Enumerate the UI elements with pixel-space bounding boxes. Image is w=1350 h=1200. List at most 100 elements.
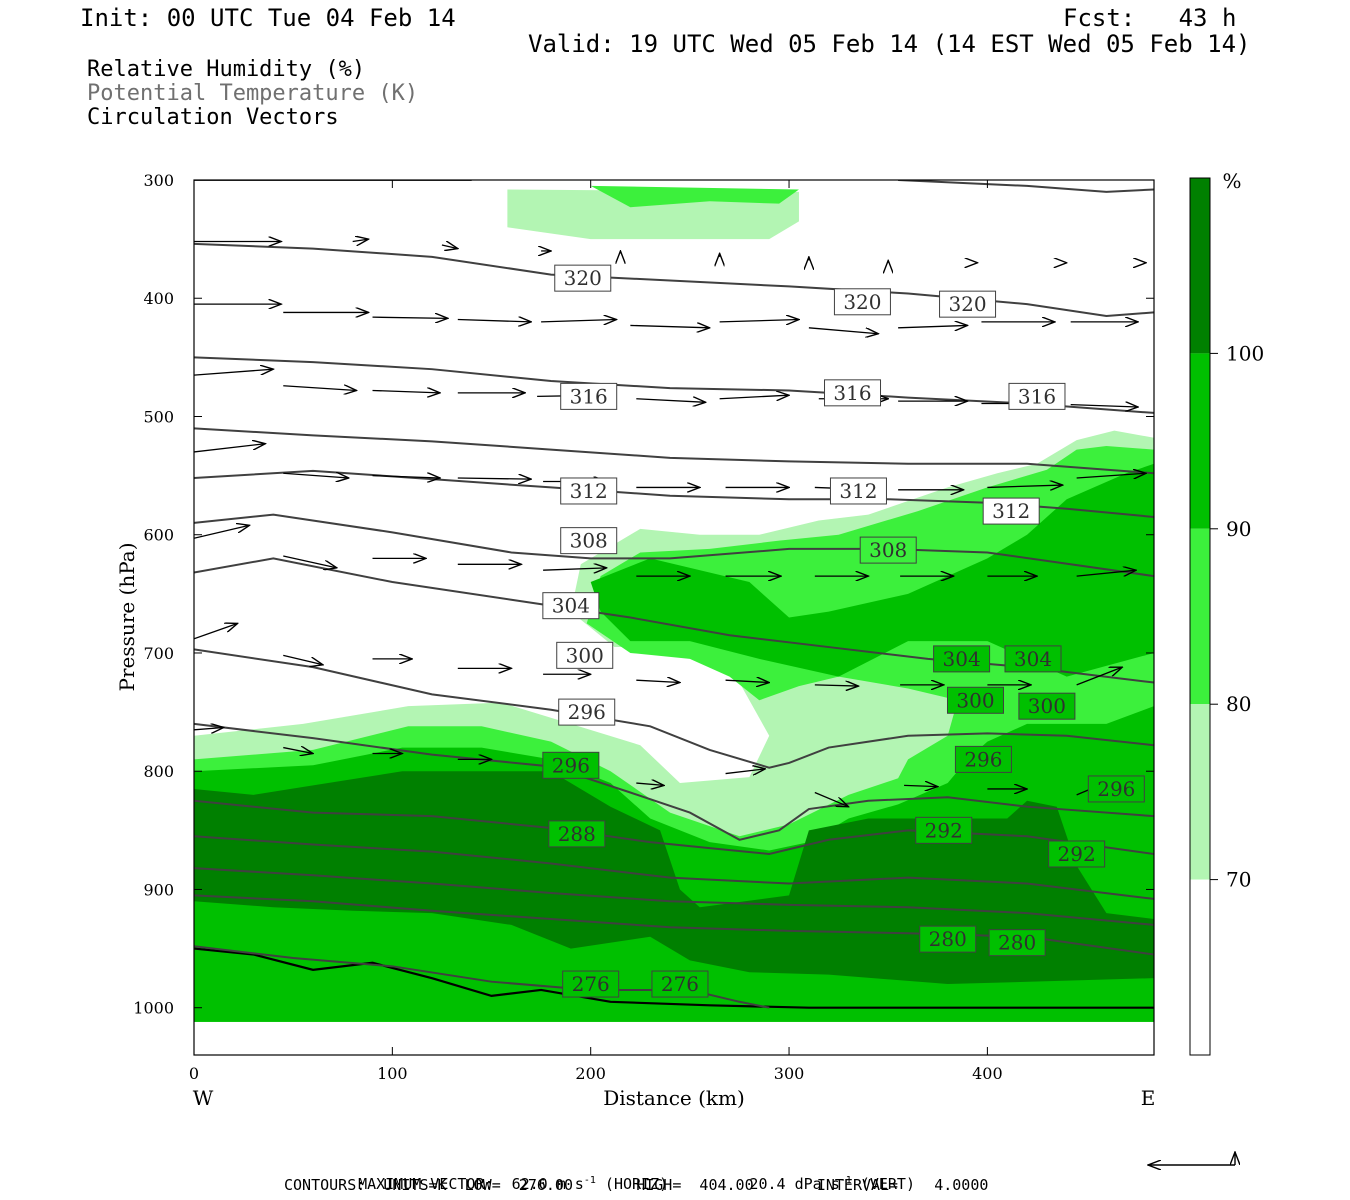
theta-label-text: 316 bbox=[833, 381, 871, 405]
theta-label-text: 304 bbox=[1014, 647, 1052, 671]
theta-label-288-0: 288 bbox=[548, 820, 606, 848]
theta-label-text: 280 bbox=[998, 931, 1036, 955]
colorbar-segment-1 bbox=[1190, 353, 1210, 529]
circulation-vector-38 bbox=[372, 476, 440, 478]
theta-label-308-1: 308 bbox=[859, 536, 917, 564]
theta-label-292-1: 292 bbox=[1048, 840, 1106, 868]
circulation-vector-73 bbox=[814, 791, 849, 807]
reference-vector-icon bbox=[1148, 1152, 1235, 1165]
theta-label-box bbox=[651, 970, 709, 998]
theta-contour-276-0 bbox=[194, 945, 770, 1009]
rh-legend-text: Relative Humidity (%) bbox=[87, 57, 366, 82]
theta-label-text: 308 bbox=[869, 538, 907, 562]
terrain-line bbox=[194, 947, 1154, 1009]
theta-label-box bbox=[560, 477, 618, 505]
theta-label-276-1: 276 bbox=[651, 970, 709, 998]
theta-label-text: 296 bbox=[1097, 777, 1135, 801]
circulation-vector-45 bbox=[987, 485, 1062, 487]
circulation-vector-57 bbox=[283, 654, 323, 664]
theta-label-320-1: 320 bbox=[833, 288, 891, 316]
theta-label-320-2: 320 bbox=[939, 290, 997, 318]
theta-label-box bbox=[933, 645, 991, 673]
fcst-label: Fcst: 43 h bbox=[1063, 4, 1237, 32]
theta-label-text: 300 bbox=[1028, 694, 1066, 718]
theta-label-316-1: 316 bbox=[824, 379, 882, 407]
max-vector-line: MAXIMUM VECTOR: 62.0 m s-1 (HORIZ) 20.4 … bbox=[340, 1157, 915, 1193]
colorbar-label-100: 100 bbox=[1226, 341, 1264, 365]
max-vector-horiz-exp: -1 bbox=[583, 1175, 596, 1186]
theta-label-280-1: 280 bbox=[988, 929, 1046, 957]
theta-label-text: 300 bbox=[566, 643, 604, 667]
colorbar-segment-3 bbox=[1190, 704, 1210, 880]
theta-label-box bbox=[824, 379, 882, 407]
max-vector-horiz: MAXIMUM VECTOR: 62.0 m s bbox=[358, 1175, 584, 1193]
theta-label-text: 308 bbox=[570, 529, 608, 553]
colorbar-label-70: 70 bbox=[1226, 868, 1251, 892]
theta-label-276-0: 276 bbox=[562, 970, 620, 998]
circulation-vector-56 bbox=[1076, 570, 1137, 577]
theta-label-box bbox=[946, 686, 1004, 714]
theta-label-box bbox=[982, 497, 1040, 525]
theta-label-text: 296 bbox=[552, 753, 590, 777]
theta-label-box bbox=[542, 751, 600, 779]
colorbar-segment-4 bbox=[1190, 879, 1210, 1055]
circulation-vector-71 bbox=[636, 783, 664, 785]
theta-label-box bbox=[562, 970, 620, 998]
theta-label-304-2: 304 bbox=[1004, 645, 1062, 673]
x-end-label-left: W bbox=[193, 1086, 214, 1110]
circulation-vector-18 bbox=[372, 317, 448, 318]
theta-label-text: 292 bbox=[925, 818, 963, 842]
max-vector-vert-exp: -1 bbox=[839, 1175, 852, 1186]
y-tick-label-600: 600 bbox=[143, 526, 174, 545]
circulation-vector-21 bbox=[630, 325, 709, 327]
y-tick-label-700: 700 bbox=[143, 644, 174, 663]
circulation-vector-27 bbox=[283, 386, 356, 391]
circulation-vector-20 bbox=[541, 320, 616, 322]
axis-layer: 300 400 500 600 700 800 900 1000 0 100 200 300 400 bbox=[133, 171, 1154, 1083]
x-tick-label-200: 200 bbox=[575, 1064, 606, 1083]
circulation-vector-6 bbox=[194, 727, 224, 729]
theta-label-text: 316 bbox=[1018, 384, 1056, 408]
theta-label-300-2: 300 bbox=[1018, 692, 1076, 720]
theta-label-296-0: 296 bbox=[542, 751, 600, 779]
circulation-vector-37 bbox=[283, 473, 348, 478]
theta-label-box bbox=[1048, 840, 1106, 868]
theta-label-box bbox=[542, 592, 600, 620]
theta-contour-320-11 bbox=[194, 356, 1154, 414]
theta-label-292-0: 292 bbox=[915, 816, 973, 844]
theta-label-text: 292 bbox=[1058, 842, 1096, 866]
theta-label-text: 300 bbox=[956, 688, 994, 712]
theta-label-304-1: 304 bbox=[933, 645, 991, 673]
theta-contour-288-3 bbox=[194, 835, 1154, 900]
max-vector-vert: 20.4 dPa s bbox=[749, 1175, 840, 1193]
theta-label-text: 304 bbox=[552, 594, 590, 618]
theta-contour-296-5 bbox=[194, 722, 1154, 841]
theta-label-text: 320 bbox=[948, 292, 986, 316]
theta-contour-316-10 bbox=[194, 427, 1154, 475]
theta-label-box bbox=[939, 290, 997, 318]
rh-region-100-5 bbox=[590, 463, 1154, 677]
circulation-vector-22 bbox=[719, 320, 799, 322]
max-vector-vert-unit: (VERT) bbox=[860, 1175, 915, 1193]
circulation-vector-63 bbox=[814, 685, 859, 686]
theta-label-text: 304 bbox=[943, 647, 981, 671]
circulation-vector-62 bbox=[725, 680, 770, 682]
x-axis-label: Distance (km) bbox=[603, 1086, 745, 1110]
theta-label-box bbox=[558, 698, 616, 726]
circulation-vector-4 bbox=[194, 525, 250, 539]
theta-label-box bbox=[1087, 775, 1145, 803]
theta-label-text: 296 bbox=[568, 700, 606, 724]
circulation-vector-24 bbox=[898, 325, 967, 327]
theta-label-296-2: 296 bbox=[954, 745, 1012, 773]
theta-contour-300-6 bbox=[194, 648, 1154, 769]
x-end-label-right: E bbox=[1141, 1086, 1156, 1110]
colorbar-segment-0 bbox=[1190, 178, 1210, 354]
valid-label: Valid: 19 UTC Wed 05 Feb 14 (14 EST Wed … bbox=[528, 30, 1251, 58]
circulation-vector-39 bbox=[457, 478, 531, 479]
rh-region-80-0 bbox=[507, 189, 799, 240]
circulation-vector-8 bbox=[441, 245, 458, 249]
max-vector-horiz-unit: (HORIZ) bbox=[604, 1175, 669, 1193]
theta-contour-308-8 bbox=[194, 513, 1154, 578]
theta-label-316-0: 316 bbox=[560, 382, 618, 410]
colorbar: 100 90 80 70 bbox=[1189, 177, 1264, 1056]
